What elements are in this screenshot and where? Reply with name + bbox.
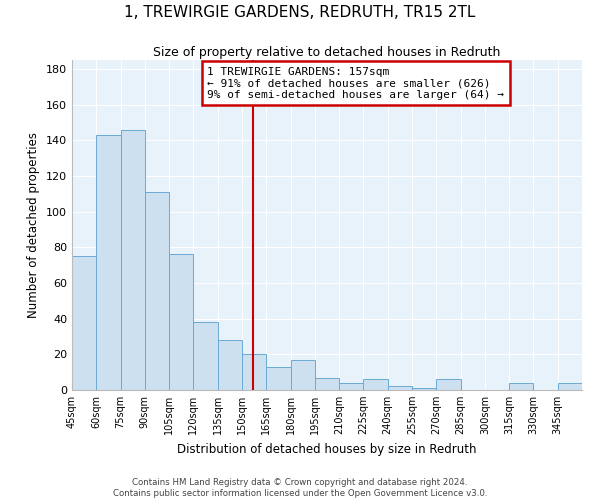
Bar (388, 386, 412, 390)
Bar (96, 135, 121, 390)
Bar (315, 378, 339, 390)
Title: Size of property relative to detached houses in Redruth: Size of property relative to detached ho… (154, 46, 500, 59)
Y-axis label: Number of detached properties: Number of detached properties (28, 132, 40, 318)
Bar (266, 367, 290, 390)
Bar (364, 380, 388, 390)
Bar (412, 388, 436, 390)
Bar (242, 354, 266, 390)
X-axis label: Distribution of detached houses by size in Redruth: Distribution of detached houses by size … (177, 442, 477, 456)
Text: Contains HM Land Registry data © Crown copyright and database right 2024.
Contai: Contains HM Land Registry data © Crown c… (113, 478, 487, 498)
Text: 1, TREWIRGIE GARDENS, REDRUTH, TR15 2TL: 1, TREWIRGIE GARDENS, REDRUTH, TR15 2TL (124, 5, 476, 20)
Text: 1 TREWIRGIE GARDENS: 157sqm
← 91% of detached houses are smaller (626)
9% of sem: 1 TREWIRGIE GARDENS: 157sqm ← 91% of det… (207, 66, 504, 100)
Bar (218, 340, 242, 390)
Bar (558, 383, 582, 390)
Bar (290, 360, 315, 390)
Bar (193, 322, 218, 390)
Bar (436, 380, 461, 390)
Bar (509, 383, 533, 390)
Bar (72, 256, 96, 390)
Bar (121, 130, 145, 390)
Bar (169, 254, 193, 390)
Bar (339, 383, 364, 390)
Bar (145, 192, 169, 390)
